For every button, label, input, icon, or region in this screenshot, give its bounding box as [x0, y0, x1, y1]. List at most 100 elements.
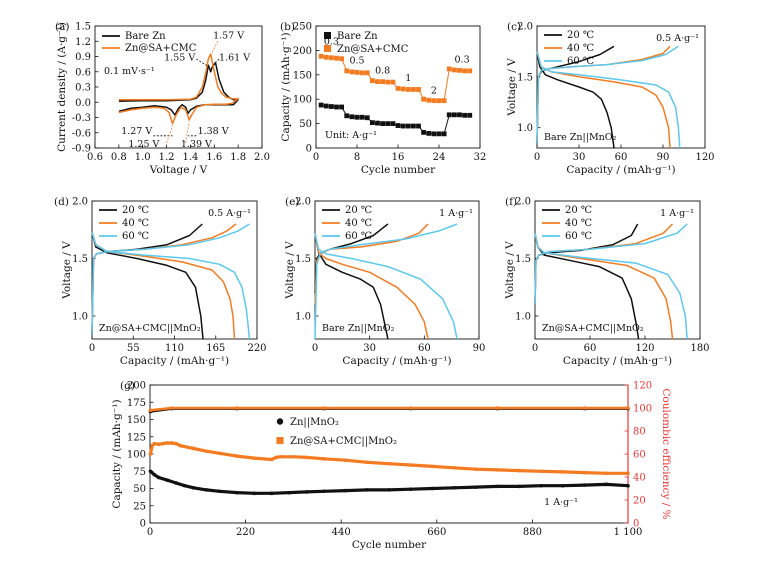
cycling-point — [252, 456, 257, 460]
cycling-point — [408, 406, 413, 410]
y-tick-label: 1.0 — [72, 312, 88, 323]
cycling-point — [152, 472, 157, 477]
plot-frame — [534, 200, 701, 340]
peak-annotation: 1.39 V — [181, 139, 212, 150]
annotation-arrow — [185, 121, 190, 143]
rate-point — [339, 56, 345, 62]
y-tick-label: 0.6 — [75, 67, 91, 78]
x-tick-label: 0 — [534, 152, 540, 163]
x-tick-label: 1.0 — [135, 152, 151, 163]
peak-annotation: 1.57 V — [213, 31, 244, 42]
y-tick-label: 2.0 — [295, 197, 311, 208]
cycling-point — [322, 457, 326, 461]
legend-label: 40 ℃ — [345, 218, 372, 229]
x-axis-label: Cycle number — [352, 539, 427, 551]
panel-label: (a) — [55, 21, 69, 33]
cycling-point — [343, 458, 348, 463]
rate-label: 0.3 — [455, 55, 470, 66]
x-tick-label: 0.8 — [111, 152, 127, 163]
cycling-point — [235, 454, 239, 458]
rate-label: 0.5 — [349, 56, 364, 67]
x-tick-label: 24 — [433, 152, 446, 163]
cycling-point — [582, 470, 587, 475]
x-tick-label: 0.6 — [87, 152, 103, 163]
cycling-point — [561, 483, 565, 488]
cycling-point — [235, 406, 239, 410]
panel-d-gcd-chart: 0 55 110 165 220 1.0 1.5 2.0 Capacity / (mAh·g⁻¹… — [54, 196, 267, 367]
cv-curve-black — [118, 61, 239, 116]
cycling-point — [626, 406, 630, 410]
current-density-note: 0.5 A·g⁻¹ — [656, 33, 699, 44]
legend-label: 40 ℃ — [565, 218, 592, 229]
y-tick-label: 0.9 — [75, 52, 91, 63]
rate-point — [359, 70, 365, 76]
x-axis-label: Capacity / (mAh·g⁻¹) — [566, 164, 675, 176]
y-axis-label: Voltage / V — [506, 58, 518, 117]
y-tick-label: 1.0 — [517, 123, 533, 134]
x-tick-label: 30 — [573, 152, 586, 163]
rate-point — [426, 97, 432, 103]
cycling-point — [517, 484, 522, 489]
rate-point — [421, 96, 427, 102]
panel-label: (f) — [505, 196, 517, 208]
panel-label: (g) — [120, 380, 135, 392]
cycling-series-capacity-orange — [148, 441, 628, 475]
legend-label: 60 ℃ — [567, 56, 594, 67]
y-tick-label: 0 — [306, 144, 312, 155]
panel-label: (c) — [507, 21, 521, 33]
rate-point — [395, 123, 401, 128]
legend-label: 60 ℃ — [345, 231, 372, 242]
cycling-point — [174, 441, 178, 446]
y-axis-label: Voltage / V — [504, 241, 516, 300]
y2-tick-label: 60 — [633, 450, 646, 461]
rate-point — [405, 87, 411, 92]
rate-point — [441, 131, 447, 137]
y-tick-label: 1.2 — [75, 37, 91, 48]
cycling-point — [304, 455, 309, 460]
cycling-point — [174, 481, 178, 485]
cycling-point — [235, 490, 239, 495]
legend-label: Zn@SA+CMC — [337, 44, 409, 55]
cycling-point — [269, 491, 274, 496]
cycling-point — [495, 484, 500, 489]
cycling-point — [148, 408, 153, 413]
rate-point — [334, 55, 339, 61]
cycling-point — [269, 457, 274, 462]
rate-point — [441, 98, 447, 104]
x-tick-label: 1.6 — [206, 152, 222, 163]
cycling-point — [148, 469, 153, 474]
cycling-point — [387, 488, 391, 492]
rate-point — [344, 68, 350, 74]
cycling-point — [343, 488, 348, 493]
rate-point — [344, 113, 350, 119]
peak-annotation: 1.25 V — [128, 139, 159, 150]
y-tick-label: 0 — [140, 519, 146, 530]
legend-label: Zn@SA+CMC||MnO₂ — [290, 436, 397, 447]
y-tick-label: -0.6 — [72, 128, 91, 139]
y2-tick-label: 120 — [633, 381, 652, 392]
rate-point — [380, 121, 386, 126]
rate-point — [462, 112, 468, 118]
y-tick-label: 25 — [133, 501, 146, 512]
x-tick-label: 220 — [247, 343, 266, 354]
discharge-curve-cyan — [314, 233, 458, 340]
cycling-point — [539, 483, 543, 488]
x-tick-label: 660 — [427, 527, 446, 538]
rate-point — [354, 114, 360, 120]
y-tick-label: 1.5 — [295, 254, 311, 265]
rate-point — [323, 103, 329, 109]
rate-point — [451, 67, 457, 73]
charge-curve-cyan — [536, 45, 679, 143]
rate-point — [395, 86, 401, 91]
scan-rate-note: 0.1 mV·s⁻¹ — [104, 66, 155, 77]
peak-annotation: 1.38 V — [198, 126, 229, 137]
legend-label: 20 ℃ — [122, 205, 149, 216]
plot-frame — [314, 200, 480, 340]
y-tick-label: 1.0 — [515, 312, 531, 323]
x-tick-label: 0 — [147, 527, 153, 538]
x-tick-label: 880 — [523, 527, 542, 538]
charge-curve-cyan — [534, 223, 688, 305]
legend-label: 60 ℃ — [122, 231, 149, 242]
discharge-curve-cyan — [91, 231, 251, 340]
rate-point — [405, 123, 411, 129]
